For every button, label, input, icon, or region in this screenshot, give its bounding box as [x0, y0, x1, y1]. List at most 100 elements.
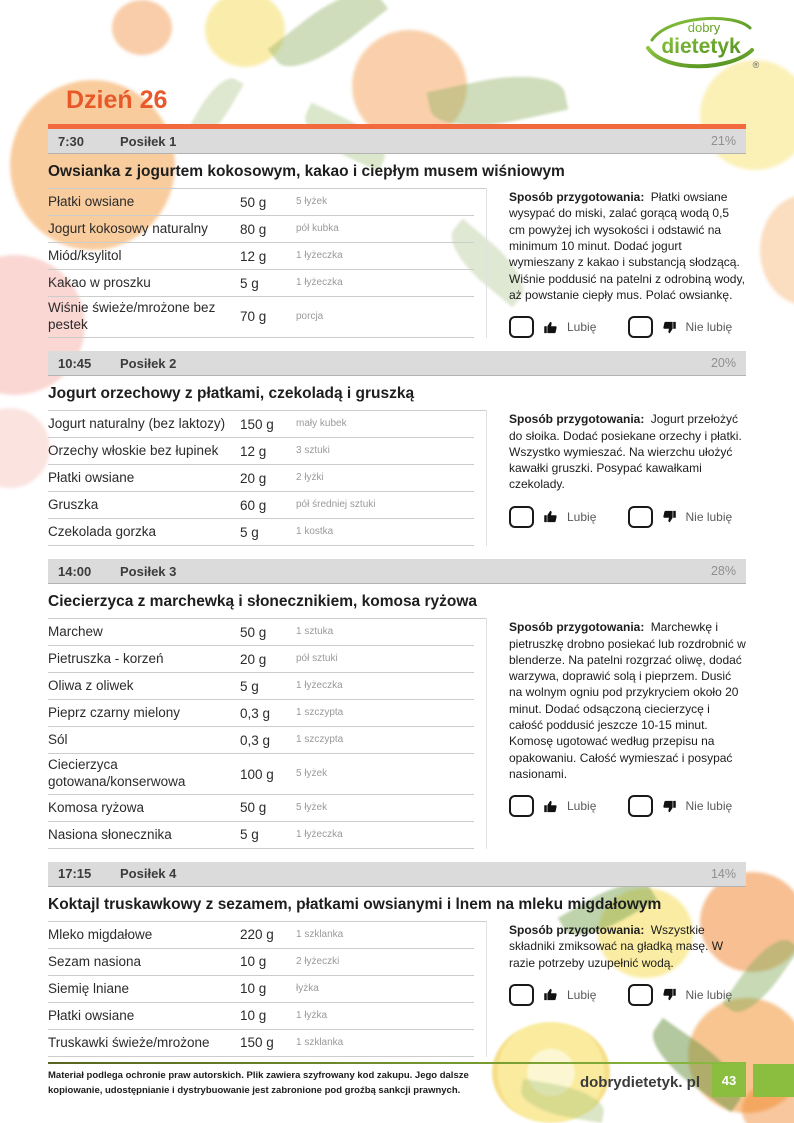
ingredient-measure: 5 łyżek: [296, 768, 328, 780]
ingredients-table: Mleko migdałowe 220 g 1 szklanka Sezam n…: [48, 920, 486, 1057]
rating-row: Lubię Nie lubię: [509, 316, 747, 339]
ingredient-amount: 12 g: [240, 248, 267, 264]
orange-decoration: [760, 195, 794, 305]
like-checkbox[interactable]: [509, 795, 534, 818]
preparation-label: Sposób przygotowania:: [509, 412, 645, 427]
ingredient-amount: 20 g: [240, 651, 267, 667]
page-content: Dzień 26 7:30 Posiłek 1 21% Owsianka z j…: [48, 0, 746, 1057]
meal-name: Posiłek 3: [120, 563, 177, 579]
like-option: Lubię: [509, 983, 628, 1006]
meal-title: Owsianka z jogurtem kokosowym, kakao i c…: [48, 163, 565, 180]
like-label: Lubię: [567, 509, 597, 524]
meal-title: Ciecierzyca z marchewką i słonecznikiem,…: [48, 593, 478, 611]
meal-time: 7:30: [58, 133, 85, 149]
ingredient-amount: 150 g: [240, 416, 274, 432]
ingredient-row: Gruszka 60 g pół średniej sztuki: [48, 492, 474, 520]
ingredient-measure: 1 kostka: [296, 526, 334, 538]
page-number-badge: 43: [712, 1064, 746, 1097]
ingredient-measure: 1 łyżeczka: [296, 277, 343, 289]
like-checkbox[interactable]: [509, 316, 534, 339]
ingredient-measure: pół średniej sztuki: [296, 499, 376, 511]
logo-swoosh-bottom: [646, 46, 754, 69]
ingredient-measure: 2 łyżki: [296, 472, 324, 484]
dislike-checkbox[interactable]: [627, 795, 653, 818]
ingredient-row: Orzechy włoskie bez łupinek 12 g 3 sztuk…: [48, 438, 474, 466]
dislike-option: Nie lubię: [627, 316, 747, 339]
thumb-up-icon: [544, 511, 557, 523]
dislike-option: Nie lubię: [627, 795, 747, 818]
preparation-body: Marchewkę i pietruszkę drobno posiekać l…: [509, 620, 746, 781]
ingredient-amount: 60 g: [240, 497, 267, 513]
ingredient-row: Ciecierzyca gotowana/konserwowa 100 g 5 …: [48, 754, 474, 795]
meal-body: Mleko migdałowe 220 g 1 szklanka Sezam n…: [48, 920, 747, 1057]
ingredient-row: Siemię lniane 10 g łyżka: [48, 976, 474, 1003]
day-title: Dzień 26: [66, 86, 168, 114]
ingredient-name: Oliwa z oliwek: [48, 677, 134, 693]
dislike-label: Nie lubię: [685, 509, 733, 524]
ingredient-name: Siemię lniane: [48, 980, 130, 996]
ingredient-row: Wiśnie świeże/mrożone bez pestek 70 g po…: [48, 297, 474, 338]
ingredient-measure: porcja: [296, 311, 324, 323]
dislike-checkbox[interactable]: [627, 316, 653, 339]
ingredients-table: Marchew 50 g 1 sztuka Pietruszka - korze…: [48, 618, 486, 849]
meal-header-bar: 14:00 Posiłek 3 28%: [48, 559, 746, 585]
logo-text-top: dobry: [688, 20, 721, 35]
website-url: dobrydietetyk. pl: [579, 1074, 700, 1091]
dislike-option: Nie lubię: [627, 983, 747, 1006]
footer-divider-line: [48, 1062, 746, 1064]
like-checkbox[interactable]: [509, 505, 534, 528]
preparation-label: Sposób przygotowania:: [509, 922, 645, 937]
preparation-column: Sposób przygotowania: Wszystkie składnik…: [486, 920, 747, 1057]
dobry-dietetyk-logo: dobry dietetyk ®: [638, 8, 766, 78]
preparation-body: Jogurt przełożyć do słoika. Dodać posiek…: [509, 412, 742, 492]
ingredient-name: Kakao w proszku: [48, 274, 151, 290]
ingredient-name: Płatki owsiane: [48, 469, 135, 485]
ingredient-amount: 220 g: [240, 927, 274, 943]
preparation-column: Sposób przygotowania: Marchewkę i pietru…: [486, 618, 746, 849]
registered-mark: ®: [753, 60, 760, 70]
ingredient-row: Mleko migdałowe 220 g 1 szklanka: [48, 922, 474, 949]
ingredients-table: Jogurt naturalny (bez laktozy) 150 g mał…: [48, 410, 486, 547]
ingredient-name: Jogurt naturalny (bez laktozy): [48, 415, 226, 431]
ingredient-amount: 5 g: [240, 524, 259, 540]
ingredient-measure: 5 łyżek: [296, 802, 328, 814]
ingredient-measure: 2 łyżeczki: [296, 956, 340, 968]
like-checkbox[interactable]: [509, 983, 534, 1006]
ingredient-measure: 1 łyżeczka: [296, 680, 343, 692]
ingredient-measure: 5 łyżek: [296, 196, 328, 208]
ingredient-name: Pieprz czarny mielony: [48, 704, 181, 720]
ingredient-row: Płatki owsiane 10 g 1 łyżka: [48, 1003, 474, 1030]
ingredient-name: Gruszka: [48, 496, 99, 512]
ingredient-measure: 1 łyżeczka: [296, 250, 343, 262]
ingredient-row: Jogurt naturalny (bez laktozy) 150 g mał…: [48, 411, 474, 439]
meal-percent: 28%: [710, 564, 736, 579]
preparation-text: Sposób przygotowania: Jogurt przełożyć d…: [509, 411, 746, 493]
ingredient-name: Sól: [48, 731, 68, 747]
thumb-up-icon: [544, 321, 557, 333]
preparation-text: Sposób przygotowania: Wszystkie składnik…: [509, 922, 746, 971]
ingredient-name: Truskawki świeże/mrożone: [48, 1034, 210, 1050]
logo-swoosh-top: [650, 16, 752, 42]
ingredient-name: Komosa ryżowa: [48, 799, 145, 815]
ingredient-amount: 50 g: [240, 624, 267, 640]
meal-header-bar: 7:30 Posiłek 1 21%: [48, 129, 746, 154]
ingredient-row: Nasiona słonecznika 5 g 1 łyżeczka: [48, 822, 474, 849]
ingredients-table: Płatki owsiane 50 g 5 łyżek Jogurt kokos…: [48, 188, 486, 338]
ingredient-amount: 10 g: [240, 981, 267, 997]
ingredient-amount: 70 g: [240, 309, 267, 325]
preparation-label: Sposób przygotowania:: [509, 190, 645, 204]
ingredient-row: Jogurt kokosowy naturalny 80 g pół kubka: [48, 216, 474, 243]
ingredient-name: Mleko migdałowe: [48, 926, 153, 942]
meal-percent: 21%: [710, 134, 736, 148]
ingredient-name: Wiśnie świeże/mrożone bez pestek: [48, 300, 216, 332]
meal-body: Jogurt naturalny (bez laktozy) 150 g mał…: [48, 410, 747, 547]
preparation-label: Sposób przygotowania:: [509, 620, 645, 635]
ingredient-amount: 12 g: [240, 443, 267, 459]
preparation-text: Sposób przygotowania: Marchewkę i pietru…: [509, 619, 746, 782]
dislike-checkbox[interactable]: [627, 505, 653, 528]
ingredient-row: Truskawki świeże/mrożone 150 g 1 szklank…: [48, 1030, 474, 1057]
footer-edge-block: [753, 1064, 794, 1097]
dislike-checkbox[interactable]: [627, 983, 653, 1006]
ingredient-name: Ciecierzyca gotowana/konserwowa: [48, 757, 186, 790]
dislike-option: Nie lubię: [627, 505, 747, 528]
